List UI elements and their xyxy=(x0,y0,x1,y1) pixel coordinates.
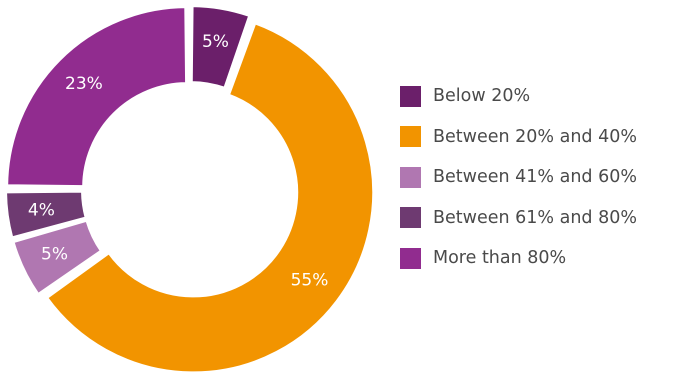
legend-swatch xyxy=(400,85,421,107)
legend-label: Between 41% and 60% xyxy=(433,167,637,187)
legend-item-below-20: Below 20% xyxy=(400,85,637,107)
donut-slice-1 xyxy=(190,5,251,89)
legend-label: More than 80% xyxy=(433,248,567,268)
donut-slice-3 xyxy=(12,219,103,296)
legend-item-more-than-80: More than 80% xyxy=(400,247,637,269)
slice-label-1: 5% xyxy=(202,32,229,52)
legend-item-61-80: Between 61% and 80% xyxy=(400,207,637,228)
legend-swatch xyxy=(400,166,421,188)
slice-label-4: 4% xyxy=(28,200,55,220)
legend-swatch xyxy=(400,207,421,228)
legend: Below 20% Between 20% and 40% Between 41… xyxy=(400,85,637,289)
legend-label: Between 20% and 40% xyxy=(433,126,637,147)
slice-label-3: 5% xyxy=(41,244,68,264)
legend-label: Between 61% and 80% xyxy=(433,207,637,228)
donut-chart: 5% 55% 5% 4% 23% xyxy=(5,5,375,374)
legend-item-20-40: Between 20% and 40% xyxy=(400,126,637,147)
donut-slice-2 xyxy=(45,22,375,374)
legend-item-41-60: Between 41% and 60% xyxy=(400,166,637,188)
legend-swatch xyxy=(400,126,421,147)
legend-swatch xyxy=(400,247,421,269)
legend-label: Below 20% xyxy=(433,86,531,106)
donut-slice-5 xyxy=(6,6,188,188)
donut-slice-4 xyxy=(5,190,87,239)
slice-label-5: 23% xyxy=(65,74,103,94)
slice-label-2: 55% xyxy=(291,271,329,291)
